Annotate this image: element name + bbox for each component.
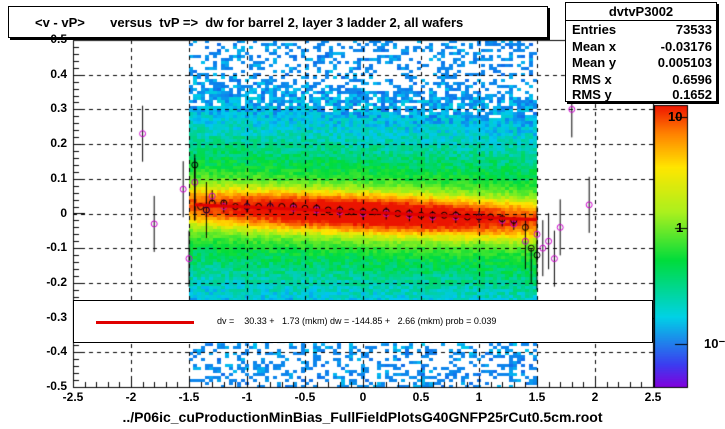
- stat-key: RMS y: [572, 87, 612, 102]
- z-tick-10: 10: [668, 109, 683, 124]
- x-tick-label: -1.5: [178, 390, 200, 404]
- x-tick-label: 0.5: [412, 390, 430, 404]
- y-tick-label: -0.4: [46, 344, 67, 359]
- stat-key: Mean y: [572, 55, 617, 70]
- y-tick-label: -0.5: [46, 379, 67, 393]
- x-tick-label: 1.5: [528, 390, 546, 404]
- stat-value: 73533: [675, 22, 712, 37]
- fit-legend-text: dv = 30.33 + 1.73 (mkm) dw = -144.85 + 2…: [217, 316, 497, 326]
- y-tick-label: 0.3: [50, 101, 67, 116]
- fit-legend-line: [96, 321, 194, 324]
- y-tick-label: 0.4: [50, 66, 67, 81]
- chart-title-box: <v - vP> versus tvP => dw for barrel 2, …: [8, 6, 548, 38]
- y-tick-label: 0.1: [50, 170, 67, 185]
- stat-row-mean-x: Mean x -0.03176: [572, 39, 712, 55]
- stat-row-rms-x: RMS x 0.6596: [572, 72, 712, 88]
- stats-name: dvtvP3002: [566, 3, 716, 21]
- stat-row-entries: Entries 73533: [572, 22, 712, 38]
- x-tick-label: 1: [475, 390, 483, 404]
- stat-key: RMS x: [572, 72, 612, 87]
- y-tick-label: -0.2: [46, 274, 67, 289]
- y-tick-label: -0.1: [46, 240, 67, 255]
- z-tick-1: 1: [676, 220, 684, 235]
- stat-value: 0.1652: [672, 87, 712, 102]
- z-tick-0p1: 10⁻¹: [704, 336, 725, 351]
- y-tick-label: -0.3: [46, 309, 67, 324]
- x-tick-label: 2: [591, 390, 599, 404]
- stat-value: 0.6596: [672, 72, 712, 87]
- x-axis-file-label: ../P06ic_cuProductionMinBias_FullFieldPl…: [122, 409, 603, 425]
- stat-row-mean-y: Mean y 0.005103: [572, 55, 712, 71]
- y-tick-label: 0: [60, 205, 67, 220]
- y-tick-label: 0.2: [50, 136, 67, 151]
- stat-row-rms-y: RMS y 0.1652: [572, 87, 712, 103]
- x-tick-label: -0.5: [294, 390, 316, 404]
- stat-key: Mean x: [572, 39, 617, 54]
- y-tick-label: 0.5: [50, 32, 67, 46]
- x-tick-label: 0: [359, 390, 367, 404]
- stat-value: -0.03176: [660, 39, 712, 54]
- x-tick-label: -2.5: [62, 390, 84, 404]
- stats-box: dvtvP3002 Entries 73533 Mean x -0.03176 …: [565, 2, 717, 102]
- chart-title: <v - vP> versus tvP => dw for barrel 2, …: [35, 15, 464, 30]
- x-tick-label: -2: [125, 390, 137, 404]
- x-tick-label: -1: [241, 390, 253, 404]
- stat-value: 0.005103: [657, 55, 712, 70]
- fit-legend-box: dv = 30.33 + 1.73 (mkm) dw = -144.85 + 2…: [73, 300, 653, 343]
- stat-key: Entries: [572, 22, 617, 37]
- x-tick-label: 2.5: [644, 390, 662, 404]
